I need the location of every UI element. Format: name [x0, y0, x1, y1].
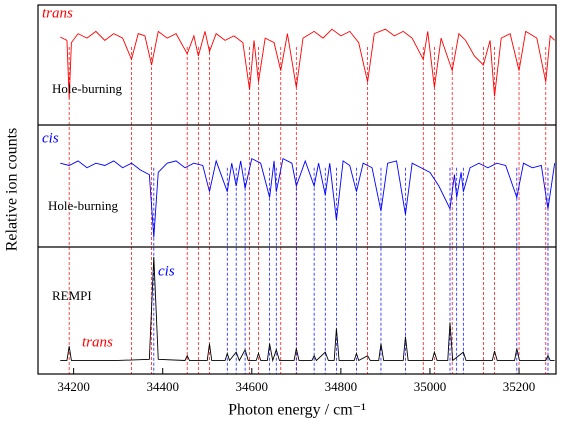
annotation: cis [42, 130, 59, 146]
x-tick-label: 34400 [146, 379, 179, 394]
y-axis-label: Relative ion counts [4, 128, 21, 252]
x-tick-label: 35200 [503, 379, 536, 394]
x-tick-label: 34600 [236, 379, 269, 394]
annotation: trans [82, 334, 113, 350]
x-tick-label: 35000 [414, 379, 447, 394]
x-tick-label: 34800 [325, 379, 358, 394]
x-tick-label: 34200 [57, 379, 90, 394]
spectrum-line [60, 256, 555, 363]
annotation: REMPI [52, 288, 92, 303]
x-axis-label: Photon energy / cm⁻¹ [228, 402, 366, 419]
spectrum-line [60, 28, 555, 99]
frame [37, 4, 557, 375]
annotation: trans [42, 5, 73, 21]
plot-area [60, 28, 556, 374]
annotation: Hole-burning [48, 198, 119, 213]
spectrum-line [60, 157, 556, 238]
annotation: cis [158, 263, 175, 279]
annotation: Hole-burning [52, 81, 123, 96]
